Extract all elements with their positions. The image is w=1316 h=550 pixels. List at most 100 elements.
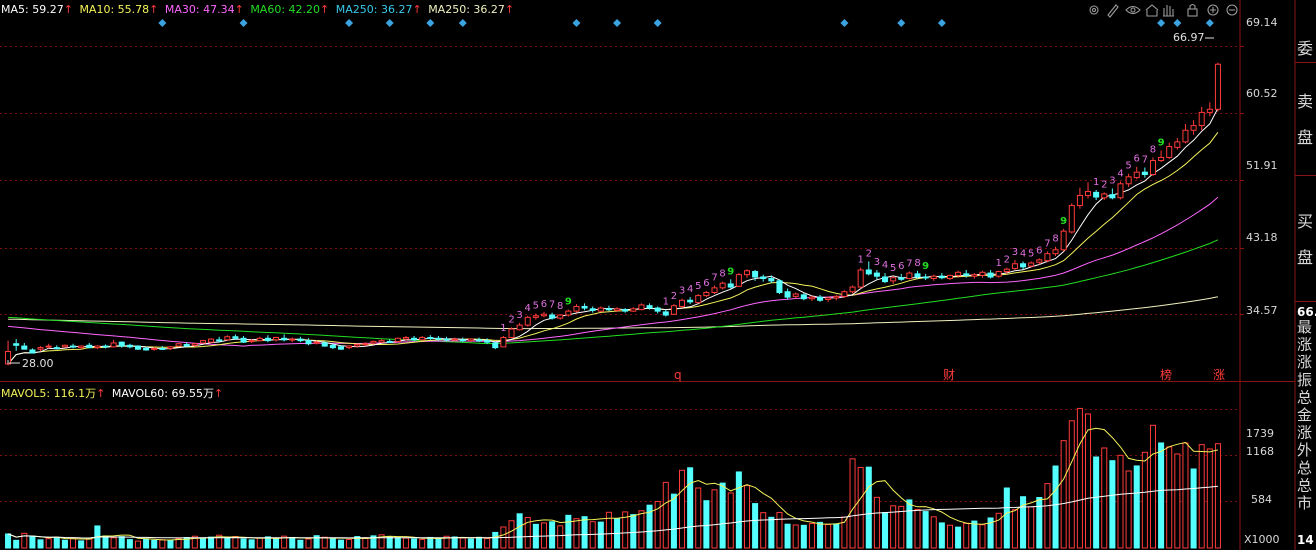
candle [1101,192,1108,201]
candle-body [362,343,369,346]
candle [208,338,215,343]
candle [467,338,474,343]
legend-ma60-arrow: ↑ [320,3,329,16]
volume-bar [232,535,239,549]
sequence-digit: 7 [1142,155,1148,166]
event-diamond[interactable] [937,19,946,27]
volume-bar [61,539,68,549]
candle-body [930,275,937,280]
candle-body [540,313,547,317]
event-diamond[interactable] [572,19,581,27]
event-diamond[interactable] [239,19,248,27]
mavol60-line [7,485,1218,539]
legend-ma250b-arrow: ↑ [505,3,514,16]
event-diamond[interactable] [1157,19,1166,27]
candle [776,279,783,295]
event-diamond[interactable] [613,19,622,27]
candle [378,339,385,343]
sequence-digit: 4 [687,284,693,295]
candle [1206,102,1213,117]
candle-body [955,271,962,276]
candle [337,345,344,350]
volume-bar [1158,442,1165,549]
zoom-out-icon[interactable] [1226,4,1238,16]
eye-icon[interactable] [1125,5,1141,15]
candle-body [597,307,604,312]
candle-body [516,324,523,331]
event-diamond[interactable] [840,19,849,27]
gear-icon[interactable] [1089,5,1099,15]
candle-body [1028,262,1035,267]
event-diamond[interactable] [426,19,435,27]
candle [110,339,117,348]
hand-icon[interactable] [1163,5,1174,17]
volume-bar [808,523,815,549]
candle [589,306,596,313]
candle-body [752,271,759,278]
volume-bar [419,538,426,549]
sequence-digit: 6 [541,299,547,310]
pen-icon[interactable] [1107,4,1119,18]
zoom-in-icon[interactable] [1207,4,1219,16]
event-diamond[interactable] [1205,19,1214,27]
candle-body [1158,156,1165,162]
candle [435,335,442,341]
candle [1068,203,1075,234]
candle [167,346,174,350]
volume-bar [914,508,921,549]
candle [484,338,491,344]
candle-body [110,342,117,348]
candle-body [37,347,44,350]
candle [614,307,621,312]
candle-body [86,344,93,349]
candle-body [906,272,913,280]
event-diamond[interactable] [897,19,906,27]
candle [1003,267,1010,274]
event-diamond[interactable] [653,19,662,27]
marker-cai[interactable]: 财 [943,368,955,382]
candle-body [735,274,742,287]
candle-body [45,345,52,348]
marker-zhang[interactable]: 涨 [1213,367,1225,382]
candle-body [760,276,767,280]
candle-body [808,296,815,300]
home-icon[interactable] [1145,4,1159,17]
lock-icon[interactable] [1187,3,1198,17]
volume-bar [1109,460,1116,549]
candle [289,337,296,343]
volume-bar [329,537,336,549]
candle-body [1052,249,1059,255]
marker-bang[interactable]: 榜 [1160,367,1172,382]
stats-char: 总 [1297,459,1312,477]
y-tick-2: 60.52 [1246,87,1278,100]
volume-bar [1149,424,1156,549]
event-diamonds[interactable] [158,19,1214,27]
volume-bar [630,514,637,549]
volume-bar [557,525,564,549]
volume-bar [622,511,629,549]
candle [53,345,60,350]
event-diamond[interactable] [158,19,167,27]
event-diamond[interactable] [1173,19,1182,27]
candle [70,343,77,349]
candle-body [1109,194,1116,199]
candle-body [329,344,336,349]
candle-body [1149,160,1156,175]
candle-body [53,347,60,350]
event-diamond[interactable] [345,19,354,27]
volume-bar [760,512,767,549]
marker-q[interactable]: q [674,368,682,382]
sell-label-1: 卖 [1297,92,1313,111]
candle [240,335,247,343]
candle [37,346,44,352]
candle [175,342,182,347]
event-diamond[interactable] [385,19,394,27]
volume-bar [882,512,889,549]
ma10-line [7,132,1219,365]
stats-char: 涨 [1297,353,1312,371]
volume-bar [21,532,28,549]
event-diamond[interactable] [458,19,467,27]
candle [987,269,994,279]
candle-body [1133,171,1140,179]
